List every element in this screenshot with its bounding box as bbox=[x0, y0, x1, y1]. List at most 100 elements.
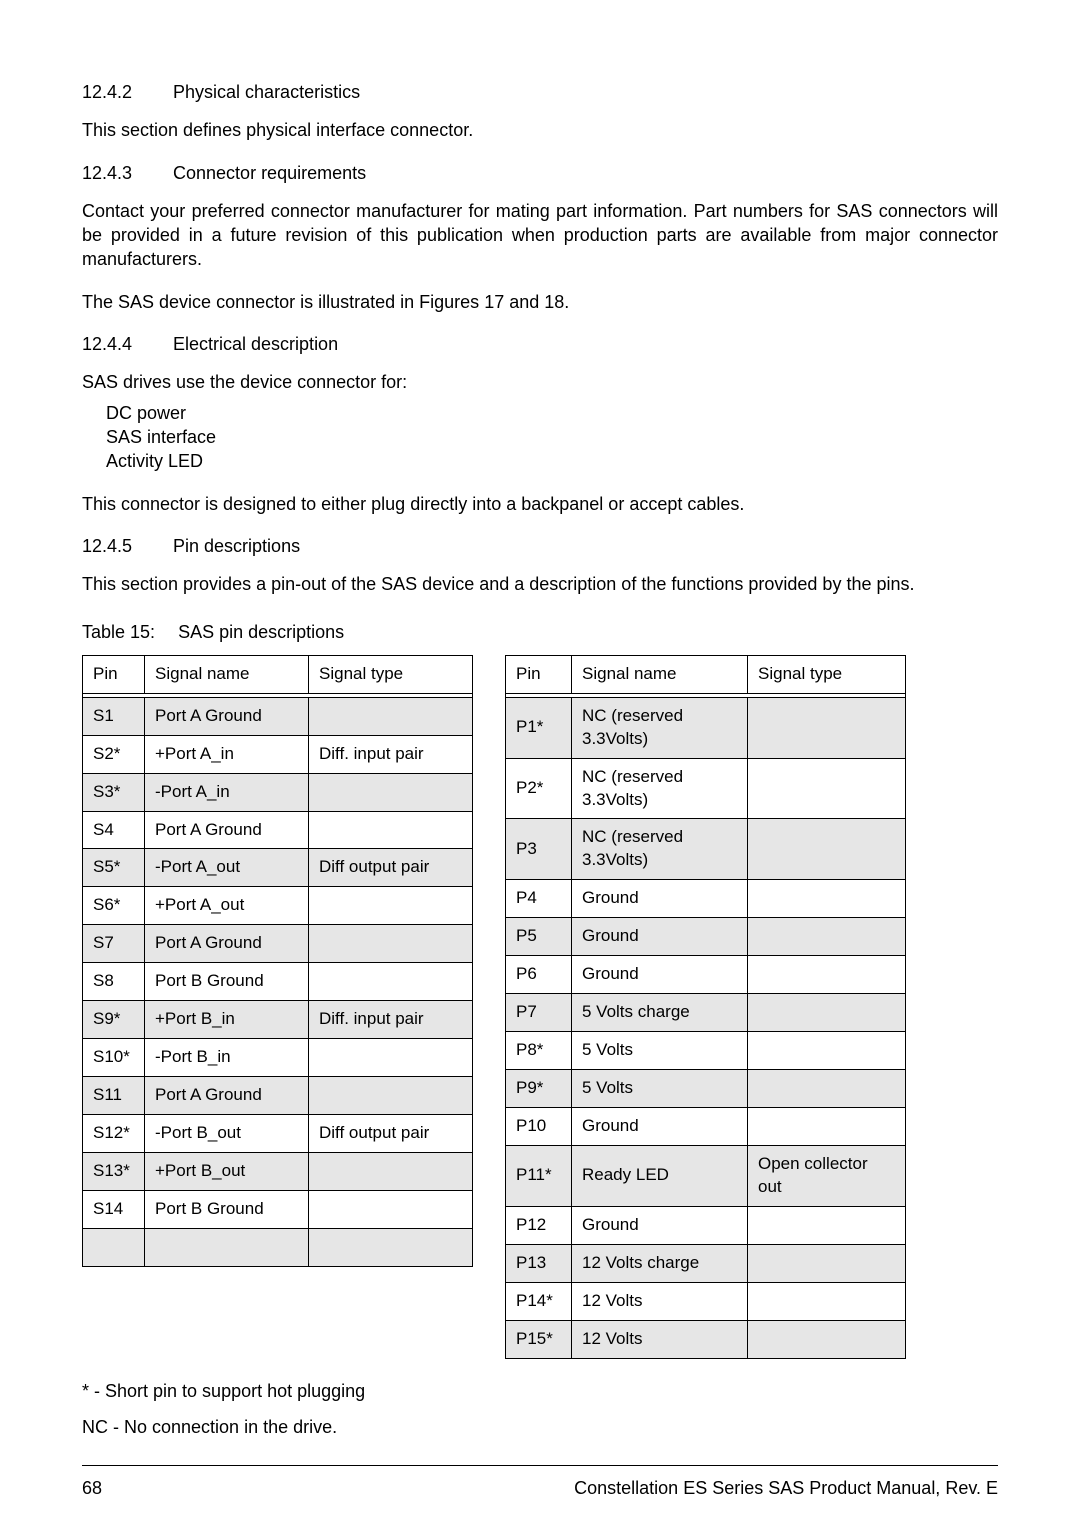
connector-uses-list: DC power SAS interface Activity LED bbox=[106, 401, 998, 474]
table-cell: P4 bbox=[506, 880, 572, 918]
table-cell: Port A Ground bbox=[145, 697, 309, 735]
pin-table-right: Pin Signal name Signal type P1*NC (reser… bbox=[505, 655, 906, 1359]
table-cell bbox=[748, 1107, 906, 1145]
table-cell bbox=[748, 1282, 906, 1320]
table-cell: -Port B_in bbox=[145, 1039, 309, 1077]
table-cell bbox=[309, 1152, 473, 1190]
table-cell bbox=[748, 918, 906, 956]
table-cell bbox=[748, 1206, 906, 1244]
table-cell: S11 bbox=[83, 1077, 145, 1115]
section-heading-1245: 12.4.5 Pin descriptions bbox=[82, 534, 998, 558]
table-cell bbox=[309, 773, 473, 811]
table-row: S12*-Port B_outDiff output pair bbox=[83, 1115, 473, 1153]
table-cell: P5 bbox=[506, 918, 572, 956]
section-title: Electrical description bbox=[173, 334, 338, 354]
table-cell: P8* bbox=[506, 1032, 572, 1070]
table-cell: S4 bbox=[83, 811, 145, 849]
doc-title: Constellation ES Series SAS Product Manu… bbox=[574, 1476, 998, 1500]
section-number: 12.4.5 bbox=[82, 534, 168, 558]
table-cell: S12* bbox=[83, 1115, 145, 1153]
table-cell: P11* bbox=[506, 1145, 572, 1206]
table-cell: P15* bbox=[506, 1320, 572, 1358]
table-cell bbox=[748, 1320, 906, 1358]
col-signal-name: Signal name bbox=[145, 655, 309, 693]
table-cell: S14 bbox=[83, 1190, 145, 1228]
page-footer: 68 Constellation ES Series SAS Product M… bbox=[82, 1476, 998, 1500]
table-cell: S9* bbox=[83, 1001, 145, 1039]
table-row: S3*-Port A_in bbox=[83, 773, 473, 811]
table-cell: 5 Volts charge bbox=[572, 994, 748, 1032]
table-cell bbox=[309, 887, 473, 925]
table-cell bbox=[309, 1077, 473, 1115]
table-cell: P1* bbox=[506, 697, 572, 758]
section-1245-text: This section provides a pin-out of the S… bbox=[82, 572, 998, 596]
table-cell: S3* bbox=[83, 773, 145, 811]
footnote-short-pin: * - Short pin to support hot plugging bbox=[82, 1379, 998, 1403]
table-cell bbox=[309, 1190, 473, 1228]
col-signal-type: Signal type bbox=[748, 655, 906, 693]
table-row: P10Ground bbox=[506, 1107, 906, 1145]
table-cell: P14* bbox=[506, 1282, 572, 1320]
table-row: S4Port A Ground bbox=[83, 811, 473, 849]
table-cell: -Port A_out bbox=[145, 849, 309, 887]
table-cell: Diff. input pair bbox=[309, 735, 473, 773]
table-cell: Diff output pair bbox=[309, 849, 473, 887]
section-title: Connector requirements bbox=[173, 163, 366, 183]
table-cell bbox=[83, 1228, 145, 1266]
table-row: P14*12 Volts bbox=[506, 1282, 906, 1320]
table-caption-text: SAS pin descriptions bbox=[178, 622, 344, 642]
pin-table-right-body: P1*NC (reserved 3.3Volts) P2*NC (reserve… bbox=[506, 697, 906, 1358]
table-cell: NC (reserved 3.3Volts) bbox=[572, 819, 748, 880]
document-page: 12.4.2 Physical characteristics This sec… bbox=[0, 0, 1080, 1540]
table-row: P3NC (reserved 3.3Volts) bbox=[506, 819, 906, 880]
table-cell bbox=[309, 1228, 473, 1266]
footer-rule bbox=[82, 1465, 998, 1466]
section-number: 12.4.2 bbox=[82, 80, 168, 104]
table-cell bbox=[748, 994, 906, 1032]
table-caption: Table 15: SAS pin descriptions bbox=[82, 620, 998, 644]
table-row: S6*+Port A_out bbox=[83, 887, 473, 925]
table-cell: S1 bbox=[83, 697, 145, 735]
section-1242-text: This section defines physical interface … bbox=[82, 118, 998, 142]
table-cell: -Port B_out bbox=[145, 1115, 309, 1153]
table-cell: NC (reserved 3.3Volts) bbox=[572, 758, 748, 819]
table-cell: P12 bbox=[506, 1206, 572, 1244]
table-cell: P9* bbox=[506, 1070, 572, 1108]
table-cell: Port B Ground bbox=[145, 963, 309, 1001]
table-cell: S10* bbox=[83, 1039, 145, 1077]
table-cell bbox=[748, 697, 906, 758]
section-number: 12.4.3 bbox=[82, 161, 168, 185]
section-heading-1244: 12.4.4 Electrical description bbox=[82, 332, 998, 356]
table-row: P5Ground bbox=[506, 918, 906, 956]
table-cell: P2* bbox=[506, 758, 572, 819]
table-cell: P6 bbox=[506, 956, 572, 994]
pin-table-left-body: S1Port A Ground S2*+Port A_inDiff. input… bbox=[83, 697, 473, 1266]
table-cell: Port B Ground bbox=[145, 1190, 309, 1228]
table-cell: Port A Ground bbox=[145, 811, 309, 849]
table-cell: P10 bbox=[506, 1107, 572, 1145]
table-row: S7Port A Ground bbox=[83, 925, 473, 963]
table-cell: Port A Ground bbox=[145, 1077, 309, 1115]
table-row: P1312 Volts charge bbox=[506, 1244, 906, 1282]
table-row: P1*NC (reserved 3.3Volts) bbox=[506, 697, 906, 758]
table-cell: 12 Volts bbox=[572, 1282, 748, 1320]
table-row: S14Port B Ground bbox=[83, 1190, 473, 1228]
table-cell: 12 Volts bbox=[572, 1320, 748, 1358]
table-cell: +Port B_out bbox=[145, 1152, 309, 1190]
section-number: 12.4.4 bbox=[82, 332, 168, 356]
section-1244-intro: SAS drives use the device connector for: bbox=[82, 370, 998, 394]
list-item: SAS interface bbox=[106, 425, 998, 449]
table-cell bbox=[748, 1244, 906, 1282]
table-cell: -Port A_in bbox=[145, 773, 309, 811]
table-row bbox=[83, 1228, 473, 1266]
table-cell: S6* bbox=[83, 887, 145, 925]
section-1243-para2: The SAS device connector is illustrated … bbox=[82, 290, 998, 314]
table-row: P11*Ready LEDOpen collector out bbox=[506, 1145, 906, 1206]
col-pin: Pin bbox=[506, 655, 572, 693]
list-item: Activity LED bbox=[106, 449, 998, 473]
table-cell: P13 bbox=[506, 1244, 572, 1282]
table-cell: S7 bbox=[83, 925, 145, 963]
table-caption-label: Table 15: bbox=[82, 620, 155, 644]
table-row: S9*+Port B_inDiff. input pair bbox=[83, 1001, 473, 1039]
table-cell: Ground bbox=[572, 1107, 748, 1145]
